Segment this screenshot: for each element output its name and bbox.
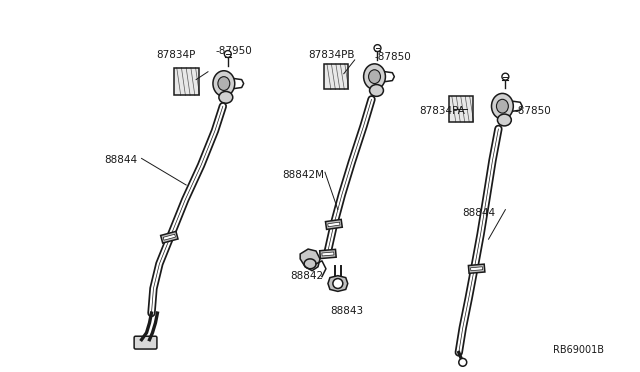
- Text: 88844: 88844: [104, 155, 137, 166]
- Text: -87850: -87850: [374, 52, 412, 62]
- Ellipse shape: [218, 77, 230, 90]
- Bar: [449, 96, 473, 122]
- Circle shape: [374, 45, 381, 52]
- Polygon shape: [328, 222, 340, 227]
- Ellipse shape: [369, 70, 380, 84]
- Polygon shape: [468, 264, 485, 273]
- Circle shape: [333, 279, 343, 288]
- Ellipse shape: [364, 64, 385, 89]
- Polygon shape: [322, 252, 334, 256]
- Polygon shape: [163, 234, 175, 240]
- Circle shape: [225, 51, 231, 57]
- Bar: [174, 68, 198, 95]
- Polygon shape: [320, 249, 336, 259]
- Bar: [324, 64, 348, 89]
- Text: 88842M: 88842M: [282, 170, 324, 180]
- Text: 87834P: 87834P: [156, 50, 196, 60]
- Ellipse shape: [497, 114, 511, 126]
- Ellipse shape: [213, 71, 235, 96]
- Text: 87834PA: 87834PA: [419, 106, 465, 116]
- Ellipse shape: [492, 93, 513, 119]
- Ellipse shape: [219, 92, 233, 103]
- Polygon shape: [326, 219, 342, 230]
- Polygon shape: [161, 231, 178, 243]
- Polygon shape: [328, 276, 348, 291]
- Ellipse shape: [369, 84, 383, 96]
- Text: 88842: 88842: [291, 271, 323, 281]
- Circle shape: [459, 358, 467, 366]
- Text: 88843: 88843: [330, 306, 363, 316]
- Polygon shape: [300, 249, 320, 271]
- FancyBboxPatch shape: [134, 336, 157, 349]
- Text: 88844: 88844: [463, 208, 496, 218]
- Polygon shape: [470, 267, 483, 271]
- Text: 87834PB: 87834PB: [308, 50, 355, 60]
- Text: -87850: -87850: [515, 106, 551, 116]
- Text: RB69001B: RB69001B: [553, 346, 604, 355]
- Circle shape: [502, 73, 509, 80]
- Ellipse shape: [497, 99, 508, 113]
- Text: -87950: -87950: [216, 46, 253, 56]
